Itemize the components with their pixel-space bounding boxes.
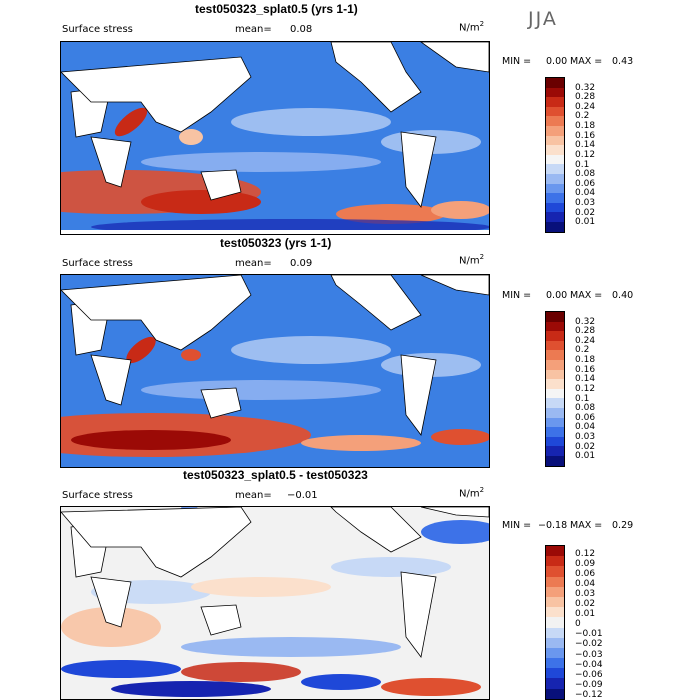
panel-3-cbar-label: −0.12 <box>575 690 603 700</box>
panel-2-title: test050323 (yrs 1-1) <box>220 236 332 250</box>
panel-2-min-value: 0.00 <box>546 290 568 301</box>
panel-2-cbar-label: 0.16 <box>575 365 596 375</box>
panel-3-mean-value: −0.01 <box>287 490 318 501</box>
panel-2-cbar-label: 0.18 <box>575 355 596 365</box>
panel-1-min-label: MIN = <box>502 56 532 67</box>
panel-3-cbar-label: 0.12 <box>575 549 596 559</box>
panel-2-cbar-label: 0.24 <box>575 336 596 346</box>
panel-2-field-label: Surface stress <box>62 258 133 269</box>
season-label: JJA <box>528 8 558 30</box>
panel-2-cbar-label: 0.01 <box>575 451 596 461</box>
panel-3-colorbar <box>545 545 565 700</box>
panel-3-title: test050323_splat0.5 - test050323 <box>183 468 368 482</box>
panel-1-cbar-label: 0.14 <box>575 140 596 150</box>
panel-1-title: test050323_splat0.5 (yrs 1-1) <box>195 2 358 16</box>
panel-1-cbar-label: 0.1 <box>575 160 590 170</box>
panel-3-cbar-label: −0.09 <box>575 680 603 690</box>
panel-1-cbar-label: 0.02 <box>575 208 596 218</box>
panel-3-cbar-label: −0.06 <box>575 670 603 680</box>
panel-2-cbar-label: 0.1 <box>575 394 590 404</box>
panel-3-max-value: 0.29 <box>612 520 634 531</box>
panel-1-max-label: MAX = <box>570 56 603 67</box>
panel-3-cbar-label: −0.02 <box>575 639 603 649</box>
panel-2-cbar-label: 0.14 <box>575 374 596 384</box>
panel-3-cbar-label: 0.09 <box>575 559 596 569</box>
panel-2-max-label: MAX = <box>570 290 603 301</box>
panel-2-max-value: 0.40 <box>612 290 634 301</box>
panel-2-map <box>60 274 490 468</box>
panel-3-cbar-label: −0.01 <box>575 629 603 639</box>
panel-3-field-label: Surface stress <box>62 490 133 501</box>
panel-3-map <box>60 506 490 700</box>
panel-1-cbar-label: 0.16 <box>575 131 596 141</box>
panel-2-cbar-label: 0.2 <box>575 345 590 355</box>
panel-2-cbar-label: 0.08 <box>575 403 596 413</box>
panel-2-cbar-label: 0.12 <box>575 384 596 394</box>
panel-2-mean-value: 0.09 <box>290 258 313 269</box>
panel-2-min-label: MIN = <box>502 290 532 301</box>
panel-3-cbar-label: 0.06 <box>575 569 596 579</box>
panel-1-cbar-label: 0.32 <box>575 83 596 93</box>
panel-2-cbar-label: 0.28 <box>575 326 596 336</box>
panel-1-cbar-label: 0.28 <box>575 92 596 102</box>
panel-1-field-label: Surface stress <box>62 24 133 35</box>
panel-2-units: N/m2 <box>459 253 485 267</box>
panel-3-cbar-label: 0.01 <box>575 609 596 619</box>
panel-2-cbar-label: 0.02 <box>575 442 596 452</box>
panel-1-map <box>60 41 490 235</box>
panel-1-units: N/m2 <box>459 20 485 34</box>
panel-3-cbar-label: −0.03 <box>575 650 603 660</box>
panel-1-cbar-label: 0.24 <box>575 102 596 112</box>
panel-3-cbar-label: 0.03 <box>575 589 596 599</box>
panel-3-cbar-label: 0 <box>575 619 581 629</box>
panel-1-cbar-label: 0.06 <box>575 179 596 189</box>
panel-1-max-value: 0.43 <box>612 56 634 67</box>
panel-1-cbar-label: 0.04 <box>575 188 596 198</box>
panel-1-cbar-label: 0.18 <box>575 121 596 131</box>
panel-2-cbar-label: 0.03 <box>575 432 596 442</box>
panel-1-min-value: 0.00 <box>546 56 568 67</box>
panel-1-mean-label: mean= <box>235 24 272 35</box>
panel-3-min-label: MIN = <box>502 520 532 531</box>
panel-3-cbar-label: 0.04 <box>575 579 596 589</box>
panel-3-cbar-label: −0.04 <box>575 660 603 670</box>
panel-2-cbar-label: 0.04 <box>575 422 596 432</box>
panel-3-max-label: MAX = <box>570 520 603 531</box>
panel-3-mean-label: mean= <box>235 490 272 501</box>
panel-1-cbar-label: 0.03 <box>575 198 596 208</box>
panel-1-mean-value: 0.08 <box>290 24 313 35</box>
panel-2-cbar-label: 0.32 <box>575 317 596 327</box>
panel-3-min-value: −0.18 <box>538 520 568 531</box>
panel-2-mean-label: mean= <box>235 258 272 269</box>
panel-3-cbar-label: 0.02 <box>575 599 596 609</box>
panel-1-cbar-label: 0.01 <box>575 217 596 227</box>
panel-2-colorbar <box>545 311 565 467</box>
panel-1-cbar-label: 0.08 <box>575 169 596 179</box>
panel-1-cbar-label: 0.12 <box>575 150 596 160</box>
panel-1-cbar-label: 0.2 <box>575 111 590 121</box>
panel-3-units: N/m2 <box>459 486 485 500</box>
panel-2-cbar-label: 0.06 <box>575 413 596 423</box>
panel-1-colorbar <box>545 77 565 233</box>
